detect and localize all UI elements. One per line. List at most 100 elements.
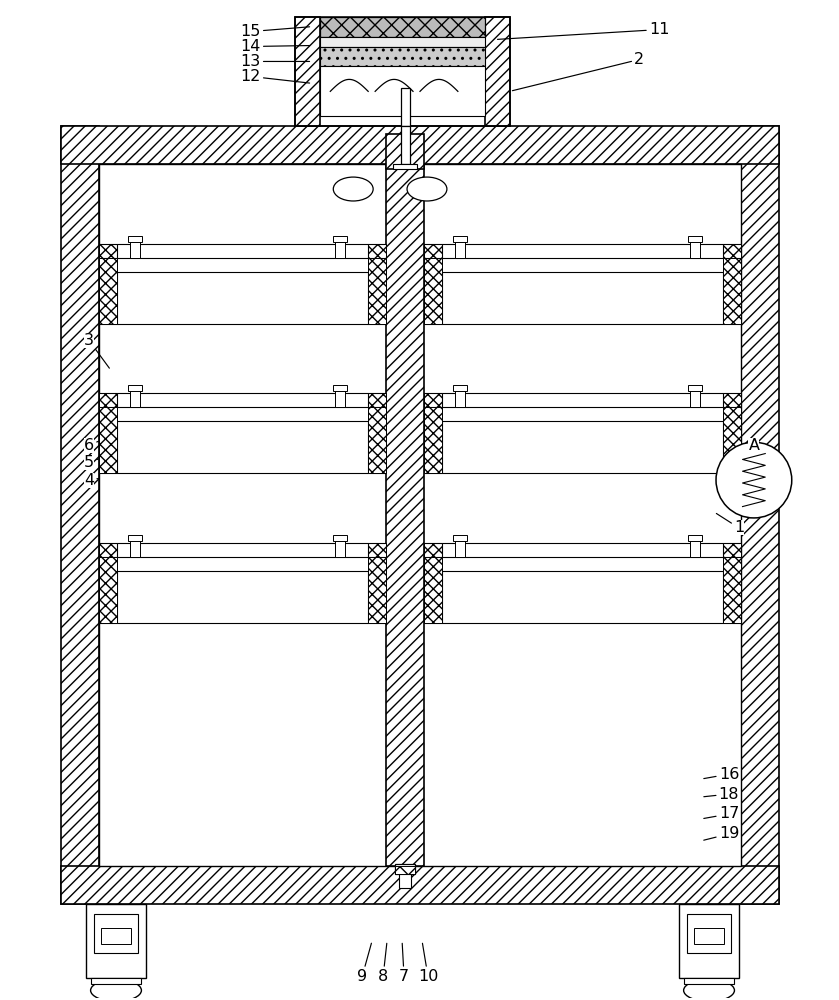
Bar	[688, 236, 702, 242]
Bar	[320, 37, 485, 47]
Bar	[690, 242, 700, 258]
Ellipse shape	[333, 177, 373, 201]
Text: 7: 7	[399, 943, 409, 984]
Text: 4: 4	[84, 473, 98, 488]
Text: 10: 10	[418, 943, 438, 984]
Bar	[117, 393, 368, 407]
Ellipse shape	[91, 979, 142, 1000]
Bar	[400, 88, 409, 126]
Text: 17: 17	[704, 806, 739, 821]
Text: 6: 6	[84, 438, 98, 453]
Bar	[395, 864, 415, 874]
Bar	[295, 17, 510, 126]
Bar	[99, 407, 117, 473]
Bar	[99, 543, 117, 609]
Bar	[99, 557, 117, 623]
Bar	[61, 126, 99, 904]
Bar	[368, 557, 386, 623]
Bar	[117, 421, 368, 473]
Bar	[368, 407, 386, 473]
Text: 5: 5	[84, 455, 98, 470]
Bar	[333, 236, 347, 242]
Bar	[690, 391, 700, 407]
Text: A: A	[748, 438, 759, 453]
Bar	[333, 535, 347, 541]
Text: 15: 15	[241, 24, 310, 39]
Bar	[485, 17, 510, 126]
Bar	[117, 272, 368, 324]
Bar	[101, 928, 131, 944]
Text: 9: 9	[357, 943, 372, 984]
Bar	[368, 258, 386, 324]
Text: 18: 18	[704, 787, 739, 802]
Bar	[336, 541, 345, 557]
Bar	[333, 385, 347, 391]
Bar	[320, 17, 485, 37]
Bar	[386, 134, 424, 169]
Bar	[99, 393, 117, 459]
Bar	[130, 541, 140, 557]
Ellipse shape	[684, 979, 734, 1000]
Bar	[61, 866, 779, 904]
Bar	[723, 244, 741, 310]
Bar	[694, 928, 724, 944]
Text: 14: 14	[241, 39, 310, 54]
Bar	[395, 866, 415, 874]
Text: 2: 2	[513, 52, 644, 91]
Bar	[723, 557, 741, 623]
Bar	[99, 164, 741, 866]
Bar	[130, 242, 140, 258]
Text: 8: 8	[378, 943, 388, 984]
Text: 1: 1	[717, 513, 744, 535]
Text: 19: 19	[704, 826, 739, 841]
Bar	[688, 385, 702, 391]
Bar	[424, 258, 442, 324]
Text: 16: 16	[704, 767, 739, 782]
Bar	[424, 393, 442, 459]
Bar	[442, 244, 723, 258]
Bar	[455, 391, 465, 407]
Bar	[442, 571, 723, 623]
Bar	[99, 244, 117, 310]
Bar	[442, 543, 723, 557]
Bar	[117, 543, 368, 557]
Bar	[117, 244, 368, 258]
Bar	[690, 541, 700, 557]
Bar	[336, 242, 345, 258]
Text: 12: 12	[241, 69, 310, 84]
Bar	[320, 66, 485, 116]
Bar	[424, 557, 442, 623]
Bar	[94, 914, 138, 953]
Bar	[455, 242, 465, 258]
Bar	[424, 407, 442, 473]
Bar	[400, 126, 409, 164]
Bar	[442, 421, 723, 473]
Bar	[424, 543, 442, 609]
Bar	[687, 914, 731, 953]
Bar	[424, 244, 442, 310]
Bar	[128, 385, 142, 391]
Bar	[399, 874, 411, 888]
Bar	[99, 258, 117, 324]
Circle shape	[716, 442, 792, 518]
Bar	[723, 393, 741, 459]
Bar	[453, 535, 466, 541]
Ellipse shape	[407, 177, 447, 201]
Bar	[130, 391, 140, 407]
Bar	[442, 393, 723, 407]
Bar	[723, 543, 741, 609]
Bar	[295, 17, 320, 126]
Bar	[368, 543, 386, 609]
Bar	[688, 535, 702, 541]
Bar	[453, 236, 466, 242]
Bar	[684, 978, 734, 984]
Bar	[117, 571, 368, 623]
Bar	[368, 244, 386, 310]
Bar	[320, 47, 485, 66]
Bar	[128, 535, 142, 541]
Bar	[453, 385, 466, 391]
Bar	[393, 164, 417, 169]
Bar	[442, 272, 723, 324]
Text: 11: 11	[498, 22, 670, 39]
Text: 13: 13	[241, 54, 310, 69]
